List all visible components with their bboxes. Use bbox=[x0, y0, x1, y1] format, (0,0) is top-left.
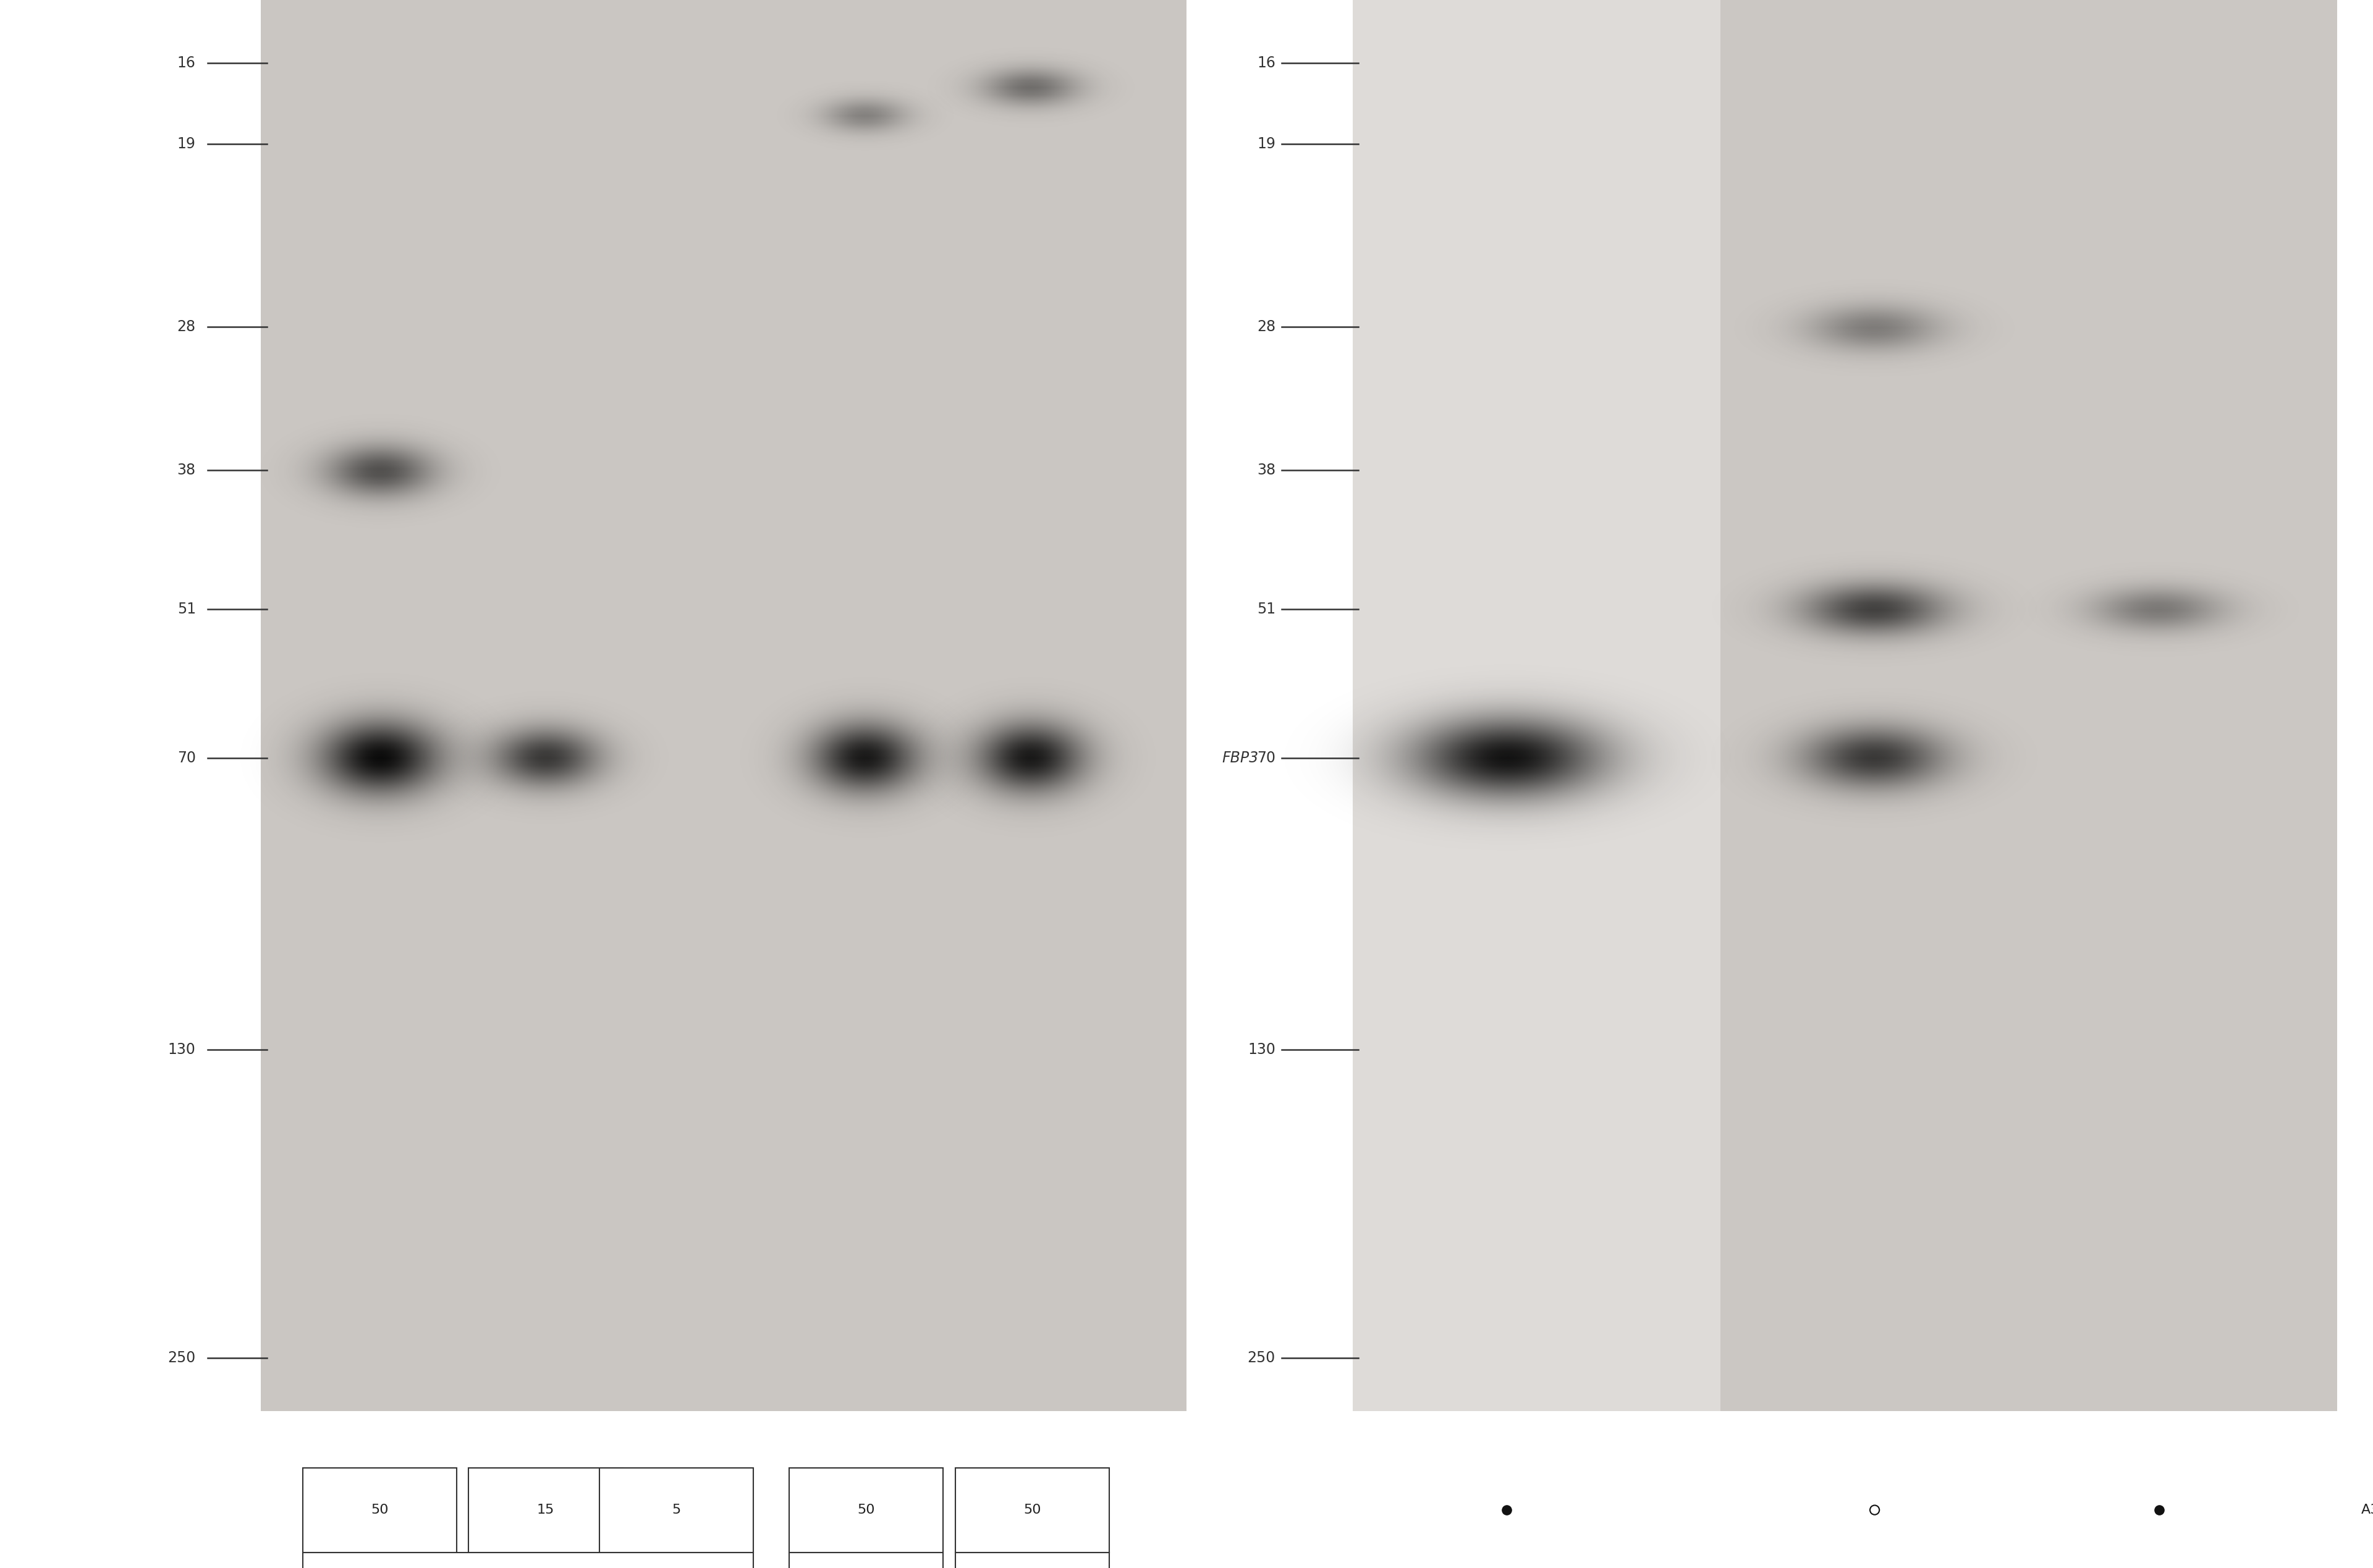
Text: 51: 51 bbox=[178, 602, 195, 616]
Text: 50: 50 bbox=[370, 1504, 389, 1516]
Point bbox=[1488, 1497, 1526, 1523]
Bar bbox=[1353, 0, 2337, 1411]
Bar bbox=[304, 1552, 755, 1568]
Text: 38: 38 bbox=[178, 463, 195, 478]
Bar bbox=[954, 1552, 1111, 1568]
Text: 130: 130 bbox=[168, 1043, 195, 1057]
Text: 70: 70 bbox=[1258, 751, 1277, 765]
Bar bbox=[788, 1468, 944, 1552]
Text: 16: 16 bbox=[1258, 55, 1277, 71]
Bar bbox=[1353, 0, 1720, 1411]
Text: 15: 15 bbox=[536, 1504, 555, 1516]
Text: 250: 250 bbox=[1248, 1350, 1277, 1366]
Text: 51: 51 bbox=[1258, 602, 1277, 616]
Bar bbox=[788, 1552, 944, 1568]
Bar bbox=[598, 1468, 755, 1552]
Text: 19: 19 bbox=[178, 136, 195, 151]
Bar bbox=[304, 1468, 456, 1552]
Text: 16: 16 bbox=[178, 55, 195, 71]
Text: 5: 5 bbox=[672, 1504, 681, 1516]
Bar bbox=[954, 1468, 1111, 1552]
Text: FBP3: FBP3 bbox=[1222, 751, 1258, 765]
Text: 70: 70 bbox=[178, 751, 195, 765]
Text: 250: 250 bbox=[168, 1350, 195, 1366]
Text: 50: 50 bbox=[857, 1504, 876, 1516]
Text: 28: 28 bbox=[178, 320, 195, 334]
Text: 19: 19 bbox=[1258, 136, 1277, 151]
Text: 50: 50 bbox=[1023, 1504, 1042, 1516]
Bar bbox=[470, 1468, 622, 1552]
Point bbox=[2140, 1497, 2178, 1523]
Point bbox=[1856, 1497, 1894, 1523]
Text: 130: 130 bbox=[1248, 1043, 1277, 1057]
Text: 28: 28 bbox=[1258, 320, 1277, 334]
Bar bbox=[261, 0, 1186, 1411]
Text: A303-012A: A303-012A bbox=[2361, 1504, 2373, 1516]
Text: 38: 38 bbox=[1258, 463, 1277, 478]
